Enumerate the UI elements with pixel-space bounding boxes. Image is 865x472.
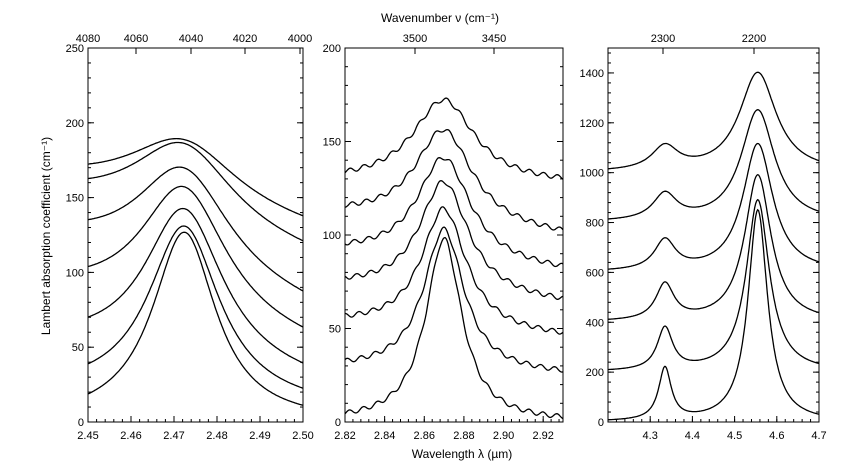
top-tick-label: 4040 <box>179 33 203 45</box>
spectrum-curve-right-1 <box>607 198 820 371</box>
x-tick-label: 2.49 <box>249 430 270 442</box>
top-tick-label: 4020 <box>233 33 257 45</box>
y-tick-label: 150 <box>66 193 84 205</box>
y-tick-label: 100 <box>66 267 84 279</box>
panel-left: 2.45 2.46 2.47 2.48 2.49 2.500501001502002504… <box>66 33 314 442</box>
y-tick-label: 1200 <box>580 118 604 130</box>
spectrum-curve-left-6 <box>87 137 304 217</box>
y-tick-label: 0 <box>335 417 341 429</box>
y-tick-label: 50 <box>72 342 84 354</box>
spectrum-curve-left-1 <box>87 225 304 389</box>
y-tick-label: 0 <box>78 417 84 429</box>
x-tick-label: 4.7 <box>811 430 826 442</box>
spectrum-curve-right-5 <box>607 71 820 170</box>
y-tick-label: 1400 <box>580 68 604 80</box>
spectrum-curve-left-4 <box>87 166 304 292</box>
y-tick-label: 600 <box>586 267 604 279</box>
top-tick-label: 4060 <box>124 33 148 45</box>
bottom-axis-title: Wavelength λ (µm) <box>412 447 513 461</box>
x-tick-label: 2.48 <box>206 430 227 442</box>
top-axis-title: Wavenumber ν (cm⁻¹) <box>381 11 499 25</box>
x-tick-label: 2.45 <box>77 430 98 442</box>
panel-right: 4.3 4.4 4.5 4.6 4.7 0 200 400 600 800 1000 1200 1400… <box>580 33 827 442</box>
top-tick-label: 4000 <box>288 33 312 45</box>
y-tick-label: 800 <box>586 218 604 230</box>
x-tick-label: 2.46 <box>120 430 141 442</box>
panels-group: 2.45 2.46 2.47 2.48 2.49 2.500501001502002504… <box>66 33 827 442</box>
spectrum-curve-middle-5 <box>344 128 564 231</box>
y-axis-title: Lambert absorption coefficient (cm⁻¹) <box>39 137 53 335</box>
x-tick-label: 4.3 <box>643 430 658 442</box>
top-tick-label: 2300 <box>651 33 675 45</box>
top-tick-label: 3450 <box>482 33 506 45</box>
y-tick-label: 250 <box>66 43 84 55</box>
spectrum-curve-left-3 <box>87 185 304 328</box>
spectrum-curve-left-5 <box>87 141 304 242</box>
y-tick-label: 150 <box>323 137 341 149</box>
y-tick-label: 1000 <box>580 168 604 180</box>
spectrum-curve-middle-6 <box>344 97 564 180</box>
spectrum-curve-middle-0 <box>344 236 564 420</box>
x-tick-label: 2.88 <box>453 430 474 442</box>
spectrum-curve-middle-3 <box>344 180 564 300</box>
y-tick-label: 200 <box>66 118 84 130</box>
spectrum-curve-right-2 <box>607 173 820 320</box>
spectrum-curve-right-0 <box>607 208 820 421</box>
panel-middle: 2.82 2.84 2.86 2.88 2.90 2.92 0 50 100 150 200 3500… <box>323 33 564 442</box>
y-tick-label: 100 <box>323 230 341 242</box>
spectrum-curve-middle-1 <box>344 226 564 373</box>
x-tick-label: 4.6 <box>769 430 784 442</box>
x-tick-label: 2.90 <box>493 430 514 442</box>
spectrum-curve-right-4 <box>607 109 820 220</box>
x-tick-label: 2.92 <box>532 430 553 442</box>
top-tick-label: 4080 <box>76 33 100 45</box>
y-tick-label: 50 <box>329 324 341 336</box>
top-tick-label: 3500 <box>403 33 427 45</box>
x-tick-label: 2.50 <box>292 430 313 442</box>
spectrum-curve-right-3 <box>608 142 820 270</box>
x-tick-label: 2.84 <box>374 430 395 442</box>
x-tick-label: 4.4 <box>685 430 700 442</box>
spectrum-curve-left-0 <box>87 231 304 406</box>
y-tick-label: 0 <box>598 417 604 429</box>
x-tick-label: 4.5 <box>727 430 742 442</box>
y-tick-label: 400 <box>586 317 604 329</box>
spectrum-curve-left-2 <box>87 207 304 364</box>
x-tick-label: 2.82 <box>334 430 355 442</box>
y-tick-label: 200 <box>323 43 341 55</box>
x-tick-label: 2.86 <box>414 430 435 442</box>
panel-frame <box>607 47 820 423</box>
y-tick-label: 200 <box>586 367 604 379</box>
panel-frame <box>87 47 304 423</box>
spectrum-curve-middle-2 <box>344 206 564 335</box>
x-tick-label: 2.47 <box>163 430 184 442</box>
panel-frame <box>344 47 564 423</box>
top-tick-label: 2200 <box>742 33 766 45</box>
spectrum-curve-middle-4 <box>344 157 564 268</box>
